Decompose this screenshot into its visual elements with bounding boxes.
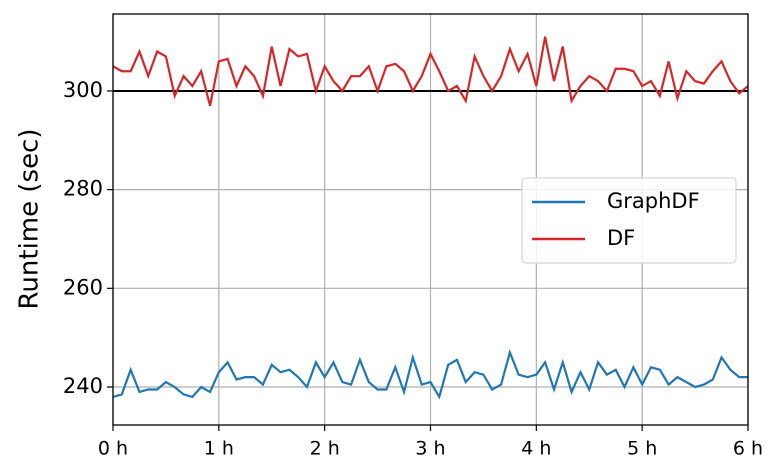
plot-frame xyxy=(112,13,749,426)
y-axis-label: Runtime (sec) xyxy=(15,129,45,310)
x-tick-label: 0 h xyxy=(98,438,128,460)
series-line xyxy=(113,36,748,107)
x-tick-label: 3 h xyxy=(415,438,445,460)
x-tick-label: 2 h xyxy=(310,438,340,460)
x-tick-label: 6 h xyxy=(733,438,763,460)
y-tick-label: 280 xyxy=(63,177,103,201)
legend-label: DF xyxy=(607,226,635,250)
legend-label: GraphDF xyxy=(607,189,700,213)
y-tick-label: 240 xyxy=(63,374,103,398)
series-line xyxy=(113,349,748,400)
x-tick-label: 5 h xyxy=(627,438,657,460)
x-tick-label: 1 h xyxy=(204,438,234,460)
x-tick-label: 4 h xyxy=(521,438,551,460)
legend-box xyxy=(521,177,737,264)
y-tick-label: 260 xyxy=(63,275,103,299)
y-tick-label: 300 xyxy=(63,78,103,102)
